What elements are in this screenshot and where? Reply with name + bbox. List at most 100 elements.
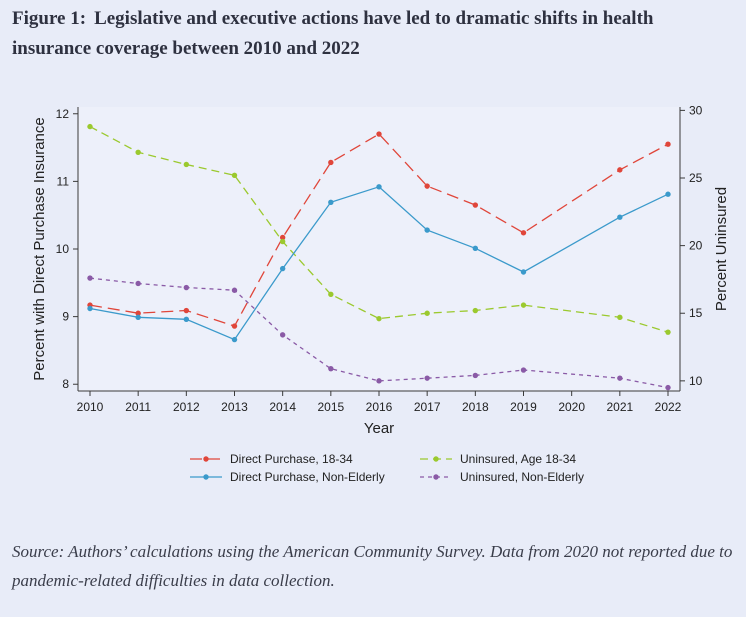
data-point (231, 287, 238, 293)
x-tick-label: 2010 (77, 400, 104, 414)
data-point (328, 291, 334, 298)
data-point (617, 375, 623, 381)
data-point (424, 375, 430, 381)
legend-label: Direct Purchase, 18-34 (230, 452, 353, 466)
x-axis-title: Year (364, 420, 394, 437)
legend-item: Uninsured, Age 18-34 (420, 452, 576, 466)
series-line (89, 186, 669, 341)
data-point (87, 275, 93, 281)
data-point (424, 227, 430, 233)
data-point (183, 316, 190, 323)
x-tick-label: 2014 (269, 400, 296, 414)
legend: Direct Purchase, 18-34 Uninsured, Age 18-… (190, 452, 584, 484)
data-point (183, 284, 190, 291)
x-tick-label: 2022 (655, 400, 682, 414)
data-point (279, 238, 286, 245)
x-tick-label: 2019 (510, 400, 537, 414)
y-left-tick-label: 12 (56, 107, 70, 121)
data-point (665, 384, 671, 391)
legend-swatch-marker (433, 474, 439, 480)
figure-title-text: Legislative and executive actions have l… (12, 8, 654, 59)
data-point (231, 323, 238, 329)
data-point (424, 310, 430, 316)
line-chart: 8 9 10 11 12 10 15 20 25 30 2010 2011 2012 2013 2014 20… (31, 103, 730, 484)
legend-item: Direct Purchase, Non-Elderly (190, 470, 385, 484)
data-point (520, 302, 527, 308)
y-right-tick-label: 15 (689, 306, 703, 320)
x-tick-label: 2011 (125, 400, 151, 414)
series-line (89, 277, 669, 389)
x-tick-label: 2018 (462, 400, 489, 414)
x-tick-label: 2015 (317, 400, 344, 414)
series-layer (87, 123, 671, 391)
data-point (376, 131, 382, 137)
legend-label: Uninsured, Age 18-34 (460, 452, 576, 466)
data-point (135, 310, 141, 316)
data-point (135, 314, 141, 320)
y-left-tick-label: 9 (62, 310, 69, 324)
data-point (279, 332, 286, 338)
y-right-axis-title: Percent Uninsured (713, 187, 730, 311)
x-tick-label: 2021 (606, 400, 633, 414)
data-point (520, 367, 527, 373)
figure-title: Figure 1: Legislative and executive actio… (12, 4, 732, 64)
plot-area (78, 107, 680, 391)
plot-background (78, 107, 680, 391)
data-point (183, 307, 190, 314)
data-point (376, 315, 382, 322)
data-point (472, 372, 479, 379)
y-left-tick-label: 8 (62, 377, 69, 391)
y-right-tick-label: 10 (689, 374, 703, 388)
data-point (617, 167, 623, 173)
series-uninsured-non-elderly (87, 275, 671, 391)
data-point (617, 214, 623, 220)
data-point (665, 141, 671, 147)
data-point (87, 305, 93, 312)
x-tick-label: 2020 (558, 400, 585, 414)
y-left-tick-label: 11 (57, 174, 70, 188)
data-point (135, 149, 141, 156)
data-point (87, 123, 93, 130)
data-point (328, 199, 334, 206)
data-point (665, 329, 671, 335)
y-right-tick-label: 20 (689, 239, 703, 253)
data-point (279, 265, 286, 272)
data-point (520, 269, 527, 275)
data-point (183, 161, 190, 168)
data-point (472, 202, 479, 208)
legend-swatch-marker (203, 474, 209, 480)
series-uninsured-age-18-34 (87, 123, 671, 335)
x-tick-label: 2012 (173, 400, 200, 414)
data-point (328, 365, 334, 372)
series-line (89, 133, 669, 327)
data-point (328, 159, 334, 166)
data-point (520, 230, 527, 236)
data-point (472, 245, 479, 252)
data-point (472, 307, 479, 314)
figure-number: Figure 1: (12, 8, 87, 29)
data-point (231, 172, 238, 178)
data-point (665, 191, 671, 197)
legend-label: Uninsured, Non-Elderly (460, 470, 584, 484)
data-point (424, 183, 430, 189)
series-direct-purchase-non-elderly (87, 184, 671, 343)
y-left-tick-label: 10 (56, 242, 70, 256)
x-tick-label: 2016 (366, 400, 393, 414)
axes: 8 9 10 11 12 10 15 20 25 30 2010 2011 2012 2013 2014 20… (31, 103, 730, 437)
data-point (617, 314, 623, 320)
data-point (279, 234, 286, 241)
x-tick-label: 2013 (221, 400, 248, 414)
figure-source-note: Source: Authors’ calculations using the … (12, 542, 733, 590)
legend-item: Direct Purchase, 18-34 (190, 452, 353, 466)
legend-label: Direct Purchase, Non-Elderly (230, 470, 385, 484)
legend-swatch-marker (203, 456, 209, 462)
data-point (376, 378, 382, 384)
x-tick-label: 2017 (414, 400, 441, 414)
data-point (376, 184, 382, 190)
data-point (135, 280, 141, 287)
data-point (231, 336, 238, 343)
legend-item: Uninsured, Non-Elderly (420, 470, 584, 484)
series-line (89, 126, 669, 333)
y-right-tick-label: 30 (689, 103, 703, 117)
legend-swatch-marker (433, 456, 439, 462)
